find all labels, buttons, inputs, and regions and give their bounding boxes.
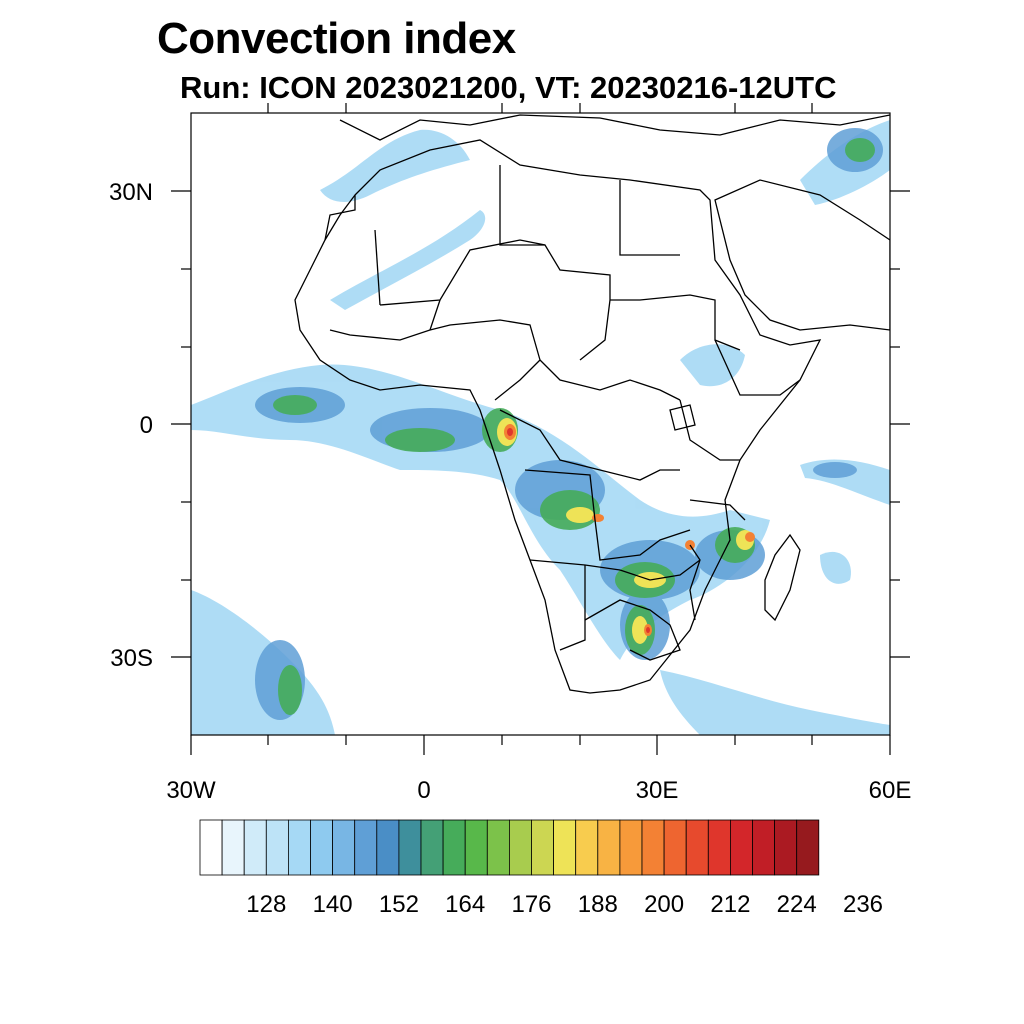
field-north-atlantic-band	[320, 129, 470, 202]
map-subtitle: Run: ICON 2023021200, VT: 20230216-12UTC	[180, 70, 837, 105]
field-southeast-yellow	[632, 616, 648, 644]
border-car	[539, 359, 681, 401]
lon-tick-label: 30E	[636, 777, 679, 804]
madagascar-coastline	[764, 533, 801, 622]
lat-tick-labels: 30N 0 30S	[109, 179, 153, 672]
colorbar-swatch	[332, 819, 356, 876]
lake-victoria	[669, 404, 696, 431]
coastlines-borders	[294, 114, 890, 694]
field-mozambique-orange	[745, 532, 755, 542]
colorbar-swatch	[730, 819, 753, 876]
colorbar-label: 128	[246, 891, 286, 918]
colorbar-swatch	[553, 819, 577, 876]
colorbar-label: 188	[578, 891, 618, 918]
field-congo-yellow	[566, 507, 594, 523]
colorbar-swatch	[243, 819, 267, 876]
colorbar-swatch	[619, 819, 643, 876]
colorbar-swatch	[486, 819, 510, 876]
border-east	[679, 399, 740, 461]
border-sahara	[374, 229, 381, 306]
border-congo	[499, 409, 680, 481]
border-botswana	[584, 599, 681, 661]
colorbar-label: 152	[379, 891, 419, 918]
colorbar-labels: 128 140 152 164 176 188 200 212 224 236	[246, 891, 883, 918]
field-madagascar-east	[820, 551, 851, 584]
colorbar-swatch	[398, 819, 422, 876]
europe-coastline	[339, 114, 890, 141]
colorbar-label: 236	[843, 891, 883, 918]
africa-coastline	[294, 139, 822, 694]
field-gulf-guinea-green	[385, 428, 455, 452]
field-sahara-band	[330, 210, 486, 310]
colorbar-swatch	[354, 819, 378, 876]
lat-tick-label: 30N	[109, 179, 153, 206]
colorbar-swatch	[531, 819, 555, 876]
colorbar-swatch	[420, 819, 444, 876]
colorbar-swatch	[774, 819, 798, 876]
border-tanzania	[689, 499, 746, 521]
lon-tick-labels: 30W 0 30E 60E	[166, 777, 911, 804]
colorbar-swatch	[707, 819, 731, 876]
colorbar-swatch	[199, 819, 223, 876]
border-morocco-algeria	[324, 195, 356, 241]
colorbar-swatch	[442, 819, 466, 876]
border-libya-egypt	[619, 180, 680, 256]
border-zambia-zimbabwe	[619, 559, 701, 581]
lat-tick-label: 0	[140, 412, 153, 439]
field-southeast-red	[646, 627, 650, 633]
field-cameroon-red	[507, 428, 513, 436]
colorbar-label: 212	[710, 891, 750, 918]
border-algeria-libya	[499, 165, 545, 246]
colorbar-label: 140	[313, 891, 353, 918]
colorbar	[199, 819, 820, 876]
field-congo-orange	[592, 514, 604, 522]
colorbar-swatch	[310, 819, 334, 876]
field-south-atlantic-green	[278, 665, 302, 715]
colorbar-swatch	[287, 819, 311, 876]
colorbar-swatch	[376, 819, 400, 876]
colorbar-swatch	[575, 819, 599, 876]
field-southern-ocean	[660, 670, 890, 735]
lat-tick-label: 30S	[110, 645, 153, 672]
colorbar-label: 176	[511, 891, 551, 918]
colorbar-swatch	[685, 819, 709, 876]
colorbar-swatch	[796, 819, 820, 876]
colorbar-swatch	[221, 819, 245, 876]
colorbar-swatch	[663, 819, 687, 876]
border-chad-sudan	[610, 294, 741, 351]
colorbar-swatch	[464, 819, 488, 876]
field-east-africa	[680, 344, 745, 387]
colorbar-label: 164	[445, 891, 485, 918]
lon-tick-label: 0	[417, 777, 430, 804]
border-sahel	[379, 239, 611, 361]
field-west-equator-green	[273, 395, 317, 415]
convection-field	[191, 120, 890, 735]
border-mali-niger	[329, 299, 441, 341]
border-mozambique	[689, 544, 701, 621]
border-namibia	[559, 565, 586, 651]
colorbar-label: 200	[644, 891, 684, 918]
colorbar-swatch	[597, 819, 621, 876]
axis-ticks	[171, 103, 910, 755]
field-indian-blue	[813, 462, 857, 478]
arabia-coastline	[714, 179, 890, 331]
colorbar-swatch	[508, 819, 532, 876]
field-north-green	[845, 138, 875, 162]
border-nigeria	[429, 319, 541, 401]
colorbar-swatch	[752, 819, 776, 876]
border-drc-angola	[524, 469, 691, 561]
colorbar-swatch	[265, 819, 289, 876]
colorbar-swatch	[641, 819, 665, 876]
map-title: Convection index	[157, 14, 516, 63]
colorbar-label: 224	[777, 891, 817, 918]
lon-tick-label: 30W	[166, 777, 216, 804]
lon-tick-label: 60E	[869, 777, 912, 804]
border-ethiopia	[714, 339, 801, 396]
